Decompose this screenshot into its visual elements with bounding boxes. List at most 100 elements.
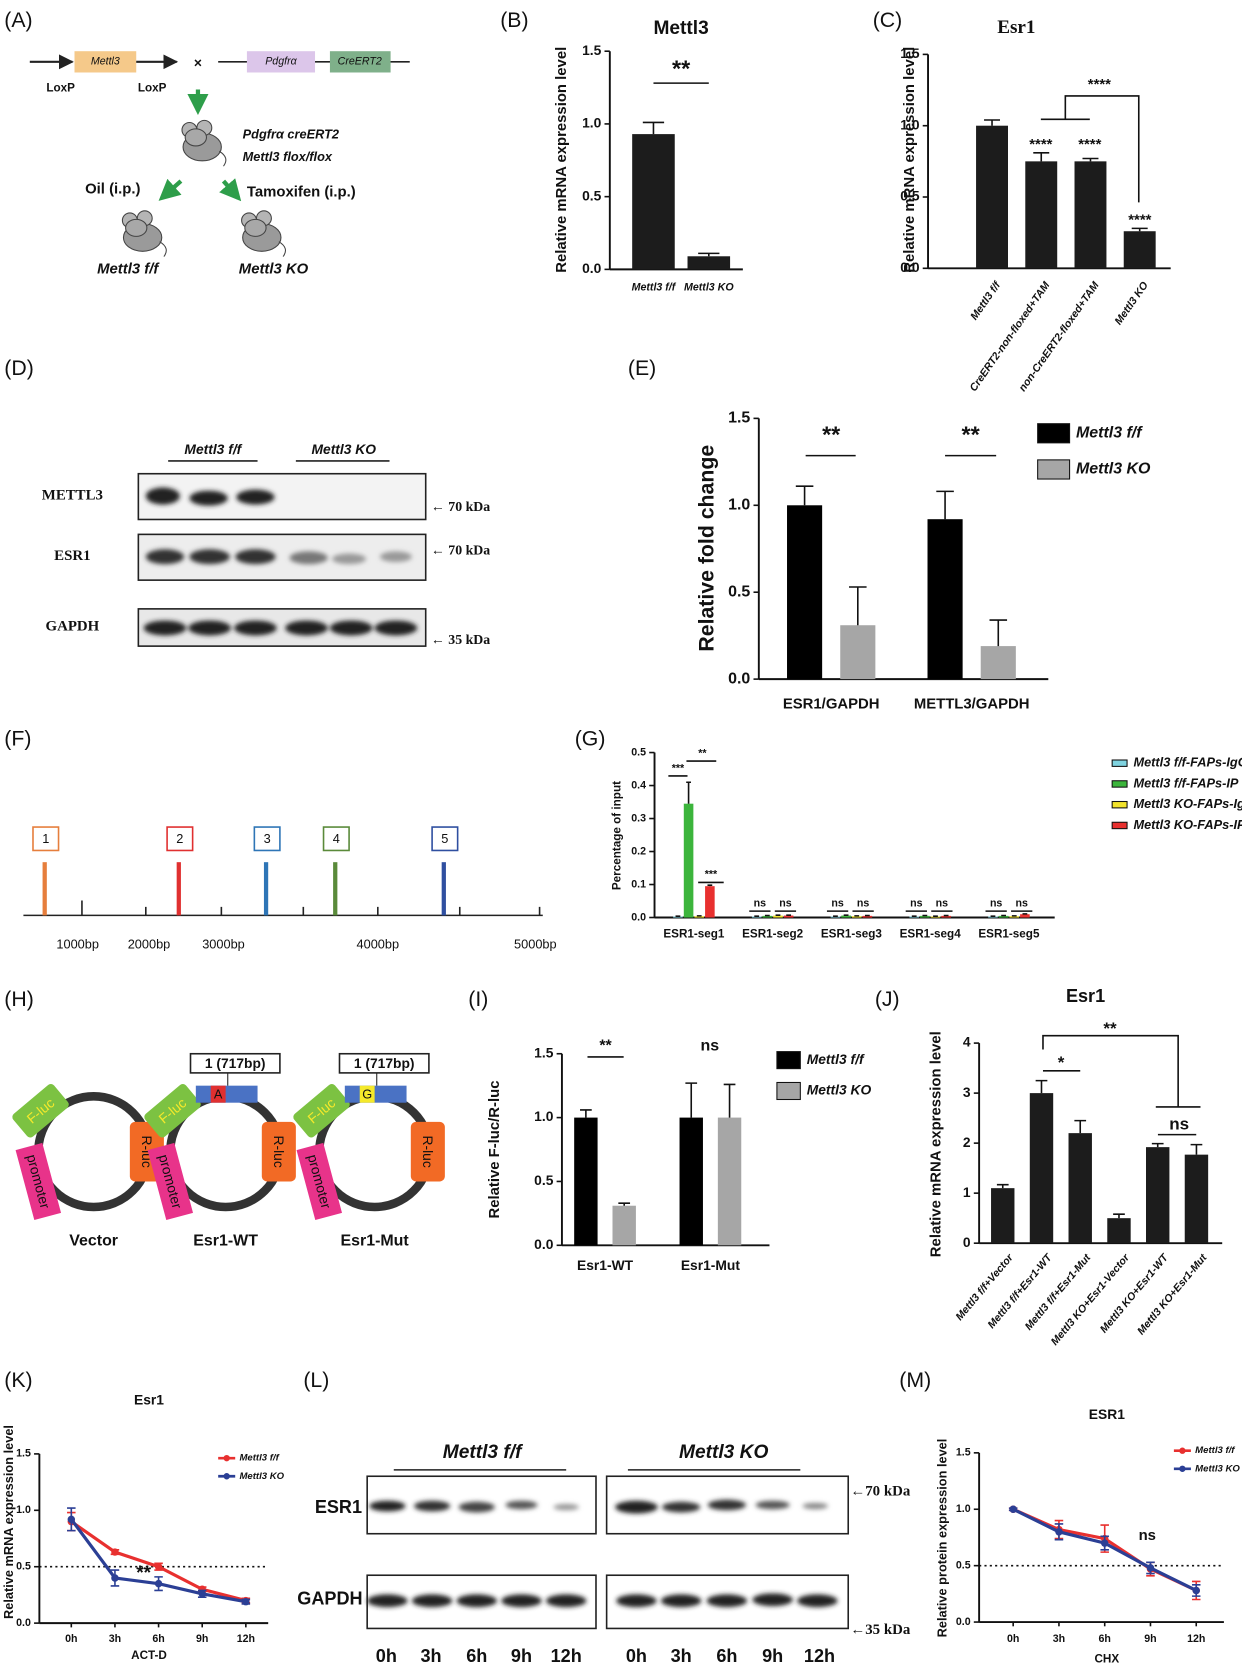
loxp-label: LoxP: [46, 82, 75, 95]
bar: [909, 916, 919, 918]
legend-swatch: [223, 1473, 230, 1480]
annotation: ns: [831, 897, 843, 909]
time-label: 12h: [551, 1646, 582, 1666]
annotation: ns: [1139, 1528, 1156, 1544]
x-tick-label: ESR1-seg5: [978, 928, 1040, 941]
annotation: ***: [672, 762, 685, 774]
error-bar: [795, 485, 814, 506]
annotation: **: [698, 747, 707, 759]
annotation: *: [1058, 1053, 1065, 1072]
chart-title: Esr1: [134, 1391, 164, 1407]
promoter-box: [296, 1142, 343, 1220]
rluc-box: [261, 1121, 296, 1182]
legend-label: Mettl3 KO-FAPs-IgG: [1133, 796, 1242, 811]
y-axis-label: Relative F-luc/R-luc: [487, 1080, 503, 1218]
y-tick-label: 2: [963, 1134, 971, 1150]
annotation: **: [672, 56, 691, 82]
y-tick-label: 0.0: [582, 260, 602, 276]
construct-label: Vector: [69, 1232, 118, 1249]
site-label: 2: [176, 831, 183, 846]
legend-swatch: [1037, 423, 1071, 444]
y-tick-label: 1.0: [728, 497, 750, 514]
size-marker: ←70 kDa: [850, 1484, 910, 1500]
site-label: 1 (717bp): [205, 1055, 266, 1071]
y-tick-label: 1.5: [956, 1447, 971, 1459]
group-label: Mettl3 f/f: [97, 261, 160, 277]
y-tick-label: 1.0: [582, 115, 602, 131]
y-tick-label: 0.0: [16, 1617, 31, 1629]
error-bar: [618, 1202, 631, 1206]
fluc-box: [293, 1083, 350, 1138]
legend-swatch: [776, 1081, 801, 1101]
panel-label: (D): [4, 356, 34, 380]
time-label: 9h: [511, 1646, 532, 1666]
legend-swatch: [1179, 1447, 1186, 1454]
legend-swatch: [223, 1454, 230, 1462]
y-axis-label: Relative mRNA expression level: [928, 1031, 944, 1257]
bar: [980, 646, 1016, 680]
point: [111, 1574, 119, 1582]
error-bar: [849, 586, 867, 626]
blot-bands: [143, 487, 418, 636]
bar: [787, 505, 823, 680]
error-bar: [685, 1082, 698, 1118]
error-bar: [984, 119, 1001, 126]
legend-swatch: [1111, 800, 1128, 809]
size-marker: ← 70 kDa: [431, 499, 490, 514]
panel-f-diagram: 1 2 3 4 5 1000bp 2000bp 3000bp 4000bp 50…: [23, 826, 557, 952]
group-label: Mettl3 f/f: [443, 1442, 523, 1463]
y-tick-label: 0.5: [900, 188, 920, 204]
legend-swatch: [1111, 780, 1128, 788]
site-label: 3: [264, 831, 271, 846]
site-stick: [176, 862, 181, 916]
bar: [717, 1117, 742, 1246]
x-tick-label: ESR1-seg2: [742, 928, 804, 941]
site-box: [32, 826, 60, 852]
y-axis-label: Relative protein expression level: [934, 1439, 949, 1638]
annotation: ns: [936, 897, 948, 909]
x-tick-label: Mettl3 KO: [1113, 279, 1152, 327]
x-tick-label: ESR1/GAPDH: [783, 697, 880, 713]
promoter-label: Pdgfrα: [265, 56, 297, 68]
y-axis-label: Relative mRNA expression level: [902, 47, 918, 273]
bar: [574, 1117, 598, 1246]
x-tick-label: ESR1-seg3: [821, 928, 883, 941]
chart-title: Esr1: [997, 17, 1035, 38]
bar: [1107, 1218, 1131, 1244]
point: [154, 1579, 163, 1588]
point: [67, 1515, 76, 1524]
x-tick-label: 9h: [196, 1633, 208, 1645]
protein-label: ESR1: [315, 1497, 362, 1517]
x-tick-label: Mettl3 f/f: [632, 281, 677, 293]
y-tick-label: 0.0: [956, 1616, 971, 1628]
annotation: ns: [857, 897, 869, 909]
legend-label: Mettl3 f/f: [807, 1051, 865, 1067]
error-bar: [936, 490, 954, 520]
bar: [830, 916, 841, 918]
bar: [1025, 161, 1058, 269]
annotation: **: [136, 1563, 151, 1584]
legend-swatch: [1037, 459, 1071, 480]
site-label: 1 (717bp): [354, 1055, 415, 1071]
y-tick-label: 0.5: [956, 1559, 971, 1571]
y-tick-label: 1.0: [534, 1108, 554, 1124]
legend-label: Mettl3 f/f-FAPs-IP: [1133, 775, 1238, 790]
bar: [1184, 1154, 1209, 1244]
promoter-box: [15, 1142, 62, 1220]
group-label: Mettl3 KO: [679, 1442, 768, 1463]
x-tick-label: Mettl3 KO+Esr1-Mut: [1135, 1252, 1210, 1338]
significance-bracket: [1042, 1034, 1201, 1136]
bar: [1123, 231, 1156, 269]
site-box: [166, 826, 194, 852]
point: [1055, 1528, 1063, 1536]
panel-label: (J): [875, 987, 900, 1011]
base-label: A: [214, 1087, 223, 1102]
legend-label: Mettl3 KO: [807, 1082, 872, 1098]
site-base: [210, 1085, 226, 1103]
point: [198, 1590, 206, 1598]
blot-box: [137, 533, 427, 581]
y-tick-label: 0.0: [631, 911, 646, 923]
error-bar: [686, 781, 691, 804]
annotation: ns: [910, 897, 922, 909]
error-bar: [642, 121, 665, 135]
